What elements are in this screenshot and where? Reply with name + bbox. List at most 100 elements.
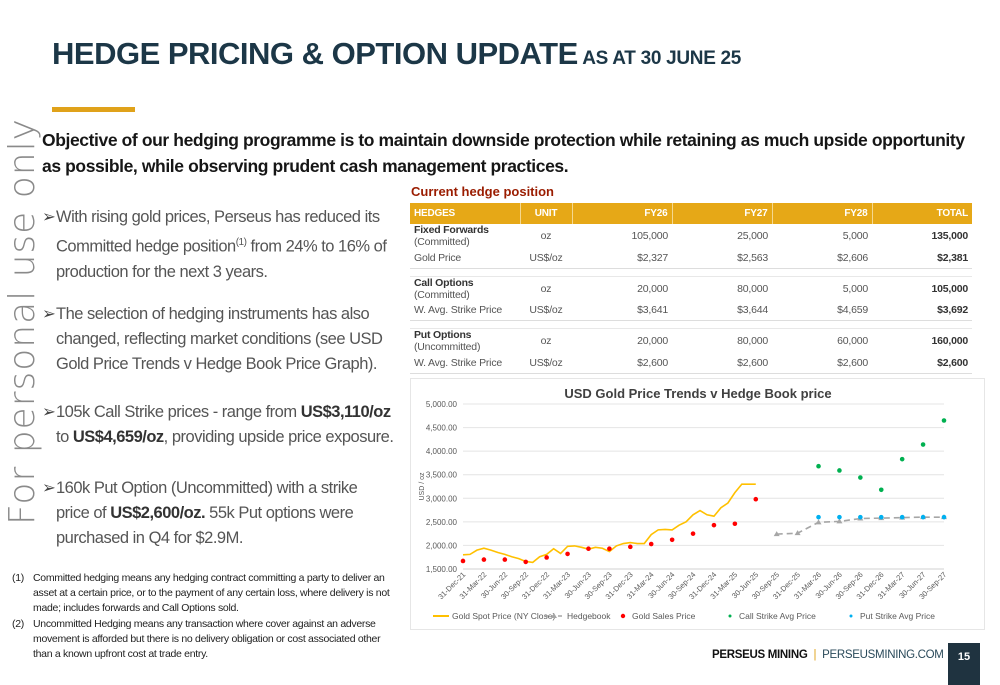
page-title: HEDGE PRICING & OPTION UPDATE AS AT 30 J… <box>52 36 741 72</box>
data-point <box>460 558 466 564</box>
cell-value: $2,563 <box>672 248 772 269</box>
data-point <box>858 475 863 480</box>
data-point <box>669 537 675 543</box>
col-header: UNIT <box>520 203 573 224</box>
cell-value: 80,000 <box>737 335 768 347</box>
bullet-bold: US$2,600/oz. <box>110 504 206 522</box>
cell-total: 160,000 <box>931 335 968 347</box>
hedgebook-marker <box>836 518 843 524</box>
cell-value: $2,600 <box>572 353 672 374</box>
arrow-bullet-icon: ➢ <box>42 479 56 497</box>
footer: PERSEUS MINING | PERSEUSMINING.COM <box>712 649 944 661</box>
data-point <box>878 487 884 493</box>
col-header: FY28 <box>772 203 873 224</box>
table-row: W. Avg. Strike Price US$/oz $2,600 $2,60… <box>410 353 972 374</box>
footer-separator: | <box>813 649 817 661</box>
hedgebook-line <box>776 516 944 535</box>
col-header: FY27 <box>672 203 773 224</box>
legend-label: Hedgebook <box>567 611 611 621</box>
bullet-text: 160k Put Option (Uncommitted) with a str… <box>56 479 358 522</box>
data-point <box>920 442 926 447</box>
data-point <box>753 496 759 502</box>
objective-statement: Objective of our hedging programme is to… <box>42 130 965 176</box>
bullet-hedge-reduction: ➢ With rising gold prices, Perseus has r… <box>42 205 394 285</box>
legend-swatch-dot <box>849 614 853 618</box>
bullet-text: from 24% to 16% of production for the ne… <box>56 237 387 281</box>
row-label: Fixed Forwards (Committed) <box>410 224 520 248</box>
col-header: FY26 <box>572 203 673 224</box>
bullet-text: 105k Call Strike prices - range from <box>56 403 301 421</box>
chart-title: USD Gold Price Trends v Hedge Book price <box>564 386 831 401</box>
cell-unit: US$/oz <box>520 300 572 321</box>
data-point <box>690 531 696 536</box>
cell-unit: US$/oz <box>520 248 572 269</box>
col-header: TOTAL <box>872 203 972 224</box>
cell-unit: oz <box>540 230 552 242</box>
cell-value: 20,000 <box>637 282 668 295</box>
row-label: W. Avg. Strike Price <box>410 300 520 321</box>
cell-value: $2,600 <box>672 353 772 374</box>
table-row: Fixed Forwards (Committed) oz 105,000 25… <box>410 224 972 248</box>
data-point <box>732 521 738 527</box>
legend-swatch-dot <box>728 614 732 618</box>
bullet-text: , providing upside price exposure. <box>163 428 394 446</box>
y-tick-label: 4,000.00 <box>426 447 458 456</box>
cell-unit: oz <box>540 335 552 347</box>
cell-value: $3,641 <box>572 300 672 321</box>
data-point <box>628 544 633 550</box>
data-point <box>816 463 821 469</box>
cell-total: $3,692 <box>872 300 972 321</box>
bullet-text: With rising gold prices, Perseus has red… <box>56 208 380 256</box>
title-date: AS AT 30 JUNE 25 <box>582 48 742 69</box>
y-tick-label: 3,500.00 <box>426 471 458 480</box>
bullet-text: to <box>56 428 73 446</box>
table-title: Current hedge position <box>411 184 554 199</box>
cell-value: 80,000 <box>737 282 768 295</box>
instrument-qualifier: (Committed) <box>414 288 470 301</box>
footnote-2: (2) Uncommitted Hedging means any transac… <box>12 617 397 662</box>
series-call-strike-avg-price <box>816 418 947 493</box>
data-point <box>858 514 863 520</box>
row-label: Call Options (Committed) <box>410 276 520 301</box>
data-point <box>816 514 821 520</box>
footer-brand: PERSEUS MINING <box>712 649 808 661</box>
hedgebook-marker <box>794 530 801 536</box>
arrow-bullet-icon: ➢ <box>42 305 56 323</box>
data-point <box>941 418 947 423</box>
bullet-text: 55k Put options were purchased in Q4 for… <box>56 504 354 547</box>
footnote-1: (1) Committed hedging means any hedging c… <box>12 571 397 616</box>
data-point <box>523 559 529 565</box>
watermark: For personal use only <box>2 118 43 525</box>
cell-value: $2,606 <box>772 248 872 269</box>
data-point <box>502 557 508 562</box>
data-point <box>837 468 842 473</box>
cell-total: 135,000 <box>931 230 968 242</box>
instrument-name: Put Options <box>414 329 472 341</box>
y-tick-label: 2,000.00 <box>426 541 458 550</box>
series-gold-spot-price-ny-close- <box>462 483 756 564</box>
footnote-text: Committed hedging means any hedging cont… <box>33 572 390 614</box>
footnotes: (1) Committed hedging means any hedging c… <box>12 571 397 663</box>
y-tick-label: 2,500.00 <box>426 518 458 527</box>
table-header-row: HEDGES UNIT FY26 FY27 FY28 TOTAL <box>410 203 972 224</box>
cell-value: 5,000 <box>842 282 868 295</box>
cell-value: 105,000 <box>631 230 668 242</box>
series-gold-sales-price <box>460 496 759 565</box>
legend-label: Call Strike Avg Price <box>739 611 816 621</box>
data-point <box>544 555 549 560</box>
cell-value: $4,659 <box>772 300 872 321</box>
footer-website-link[interactable]: PERSEUSMINING.COM <box>822 649 944 661</box>
cell-value: $2,327 <box>572 248 672 269</box>
data-point <box>899 456 905 462</box>
table-row: Call Options (Committed) oz 20,000 80,00… <box>410 276 972 301</box>
hedgebook-marker <box>815 519 822 525</box>
footnote-number: (2) <box>12 618 24 630</box>
series-put-strike-avg-price <box>816 514 947 520</box>
col-header: HEDGES <box>410 203 521 224</box>
y-tick-label: 3,000.00 <box>426 494 458 503</box>
gold-price-chart: USD Gold Price Trends v Hedge Book price… <box>410 378 985 630</box>
y-tick-label: 4,500.00 <box>426 424 458 433</box>
data-point <box>920 514 926 520</box>
cell-value: $2,600 <box>772 353 872 374</box>
row-spacer <box>410 320 972 329</box>
